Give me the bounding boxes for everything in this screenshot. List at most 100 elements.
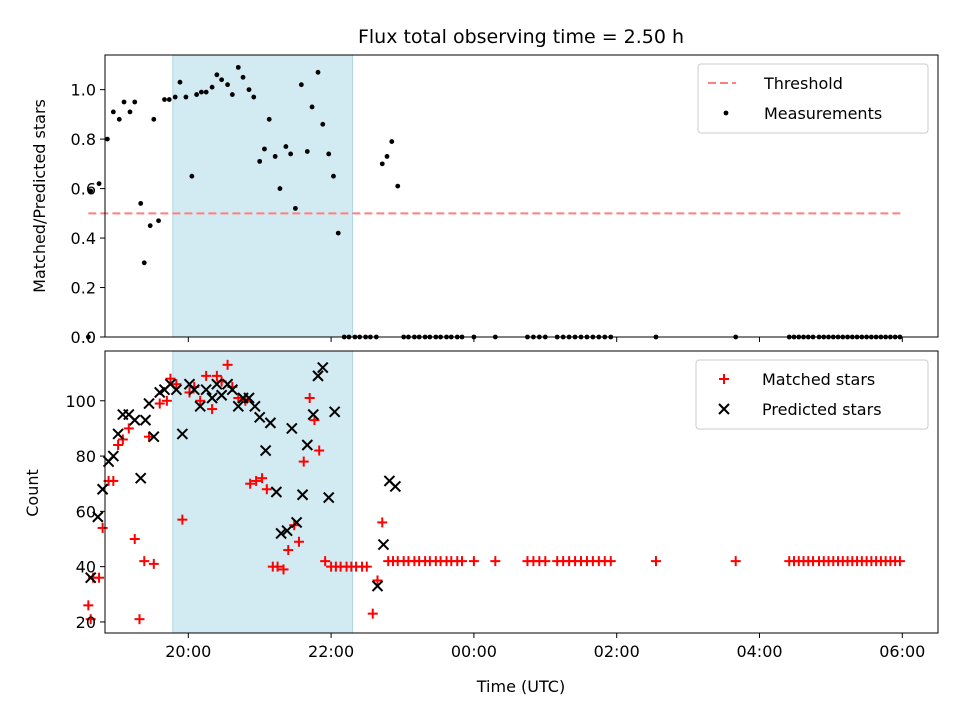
legend-predicted-swatch xyxy=(718,403,730,415)
matched-star-point xyxy=(320,556,331,567)
bottom-xtick-label: 02:00 xyxy=(594,642,640,661)
measurement-point xyxy=(110,109,116,115)
top-ytick-label: 1.0 xyxy=(71,81,96,100)
matched-star-point xyxy=(113,440,124,450)
matched-star-point xyxy=(165,373,176,384)
predicted-star-point xyxy=(301,439,314,451)
measurement-point xyxy=(214,72,220,78)
predicted-star-point xyxy=(232,400,244,413)
matched-star-point xyxy=(195,395,206,406)
bottom-ytick-label: 60 xyxy=(76,502,96,521)
bottom-ytick-label: 40 xyxy=(76,558,96,577)
measurement-point xyxy=(96,181,102,187)
matched-star-point xyxy=(94,572,105,583)
measurement-point xyxy=(162,97,167,102)
matched-star-point xyxy=(134,614,145,625)
measurement-point xyxy=(293,205,298,211)
matched-star-point xyxy=(257,473,268,484)
bottom-xtick-label: 04:00 xyxy=(736,642,782,661)
predicted-star-point xyxy=(176,428,189,440)
measurement-point xyxy=(203,89,209,95)
measurement-point xyxy=(315,69,321,75)
matched-star-point xyxy=(201,370,212,381)
predicted-star-point xyxy=(211,378,223,390)
measurement-point xyxy=(246,87,252,93)
measurement-point xyxy=(219,77,225,83)
predicted-star-point xyxy=(296,489,309,501)
measurement-point xyxy=(266,116,272,122)
matched-star-point xyxy=(367,608,378,619)
measurement-point xyxy=(141,260,147,266)
matched-star-point xyxy=(171,379,182,390)
measurement-point xyxy=(298,82,304,88)
top-y-axis-label: Matched/Predicted stars xyxy=(30,99,49,293)
predicted-star-point xyxy=(249,400,261,413)
predicted-star-point xyxy=(194,400,206,413)
predicted-star-point xyxy=(148,430,160,443)
predicted-star-point xyxy=(129,414,141,426)
legend-entry-label: Measurements xyxy=(764,104,882,123)
measurement-point xyxy=(235,64,241,70)
bottom-ytick-label: 100 xyxy=(65,392,96,411)
measurement-point xyxy=(104,136,110,142)
predicted-star-point xyxy=(139,414,152,426)
measurement-point xyxy=(335,230,341,236)
bot-legend-frame xyxy=(695,359,929,430)
matched-star-point xyxy=(251,475,262,486)
bottom-ytick-label: 20 xyxy=(76,613,96,632)
matched-star-point xyxy=(314,445,325,456)
measurement-point xyxy=(166,97,172,102)
measurement-point xyxy=(225,82,230,88)
matched-star-point xyxy=(148,558,159,569)
measurement-point xyxy=(384,154,390,159)
predicted-star-point xyxy=(92,511,104,523)
matched-star-point xyxy=(222,359,233,370)
matched-star-point xyxy=(361,561,372,572)
predicted-star-point xyxy=(290,516,303,529)
predicted-star-point xyxy=(389,480,402,493)
matched-star-point xyxy=(605,556,616,567)
measurement-point xyxy=(127,109,133,115)
legend-measurement-swatch xyxy=(723,110,729,116)
predicted-star-point xyxy=(188,383,200,396)
legend-entry-label: Threshold xyxy=(763,74,843,93)
matched-star-point xyxy=(468,556,479,567)
measurement-point xyxy=(138,201,144,206)
predicted-star-point xyxy=(281,524,293,537)
predicted-star-point xyxy=(107,450,120,462)
measurement-point xyxy=(379,161,385,167)
matched-star-point xyxy=(894,556,905,567)
predicted-star-point xyxy=(206,392,218,404)
matched-star-point xyxy=(233,393,244,403)
measurement-point xyxy=(283,144,289,149)
predicted-star-point xyxy=(85,571,97,584)
top-ytick-label: 0.4 xyxy=(71,229,96,248)
top-ytick-label: 0.8 xyxy=(71,130,96,149)
top-x-axis xyxy=(187,337,903,342)
measurement-point xyxy=(309,104,315,110)
measurement-point xyxy=(183,94,189,100)
chart-title: Flux total observing time = 2.50 h xyxy=(358,26,684,48)
matched-star-point xyxy=(177,514,188,525)
measurement-point xyxy=(240,74,246,80)
matched-star-point xyxy=(293,536,304,547)
matched-star-point xyxy=(85,614,96,625)
top-shaded-band xyxy=(172,54,354,338)
bottom-shaded-band xyxy=(172,350,354,634)
matched-star-point xyxy=(377,517,388,528)
predicted-star-point xyxy=(377,538,390,551)
predicted-star-point xyxy=(143,397,155,410)
bottom-x-axis: 20:00 22:00 00:00 02:00 04:00 06:00 xyxy=(165,633,925,661)
bottom-y-axis-label: Count xyxy=(23,469,42,517)
matched-star-point xyxy=(540,556,551,567)
matched-star-point xyxy=(245,478,256,489)
predicted-star-point xyxy=(226,383,239,396)
bottom-shaded-span xyxy=(172,350,354,634)
predicted-star-point xyxy=(371,580,384,592)
legend-matched-swatch xyxy=(719,374,729,384)
matched-star-point xyxy=(490,556,501,567)
measurement-point xyxy=(395,183,401,189)
measurement-point xyxy=(251,94,257,100)
predicted-star-point xyxy=(312,370,324,382)
predicted-star-point xyxy=(317,361,329,374)
